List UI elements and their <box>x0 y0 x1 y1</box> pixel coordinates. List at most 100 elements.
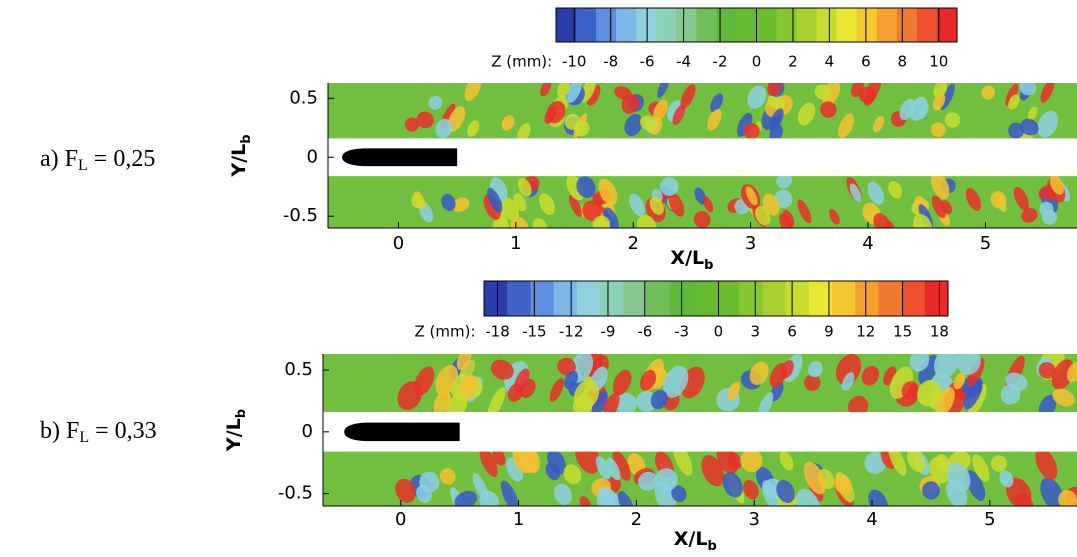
field-blob <box>672 104 686 125</box>
colorbar-tick-label: 8 <box>898 53 908 71</box>
field-blob <box>639 115 658 131</box>
x-tick-label: 2 <box>631 509 642 530</box>
field-blob <box>416 484 432 503</box>
colorbar-band <box>876 8 898 42</box>
colorbar-band <box>576 281 601 316</box>
field-blob <box>933 83 948 98</box>
field-blob <box>909 96 928 121</box>
panel-label: b) FL = 0,33 <box>40 418 157 446</box>
field-blob <box>507 383 524 403</box>
colorbar-tick-label: -10 <box>562 53 587 71</box>
field-blob <box>598 178 618 206</box>
field-blob <box>596 487 623 506</box>
colorbar-tick-label: -6 <box>640 53 655 71</box>
field-blob <box>745 186 758 206</box>
field-blob <box>909 354 930 372</box>
field-blob <box>1052 388 1075 407</box>
field-blob <box>727 381 741 401</box>
field-blob <box>907 448 926 473</box>
field-blob <box>454 490 478 506</box>
field-blob <box>680 84 696 109</box>
colorbar-band <box>716 8 737 42</box>
field-blob <box>638 471 658 491</box>
y-axis-label: Y/Lb <box>223 409 249 452</box>
colorbar-tick-label: 6 <box>787 323 797 341</box>
field-blob <box>640 369 657 391</box>
colorbar-band <box>676 8 697 42</box>
field-blob <box>614 86 633 101</box>
field-blob <box>999 470 1014 488</box>
y-axis-label-main: Y/L <box>228 144 250 178</box>
colorbar-tick-label: -9 <box>600 323 615 341</box>
colorbar-tick-label: 12 <box>856 323 875 341</box>
field-blob <box>579 496 592 506</box>
field-blob <box>564 113 581 130</box>
x-axis-label-sub: b <box>707 539 716 554</box>
y-axis-label-sub: b <box>234 409 249 418</box>
field-blob <box>693 210 711 228</box>
field-blob <box>1040 83 1055 103</box>
field-blob <box>1005 372 1028 391</box>
colorbar-tick-label: -15 <box>522 323 547 341</box>
field-blob <box>972 454 990 482</box>
field-blob <box>934 354 960 379</box>
x-tick-label: 1 <box>510 233 521 254</box>
field-blob <box>452 197 470 212</box>
field-blob <box>736 112 753 137</box>
colorbar-band <box>832 281 856 316</box>
colorbar-tick-label: -4 <box>676 53 691 71</box>
field-blob <box>701 455 725 487</box>
field-blob <box>433 391 452 415</box>
field-blob <box>1027 106 1038 120</box>
field-blob <box>595 456 611 480</box>
field-blob <box>655 468 678 492</box>
x-axis-label-sub: b <box>704 258 713 273</box>
colorbar-band <box>936 8 958 42</box>
colorbar-label: Z (mm): <box>414 323 475 341</box>
field-blob <box>953 372 966 390</box>
field-blob <box>490 359 514 380</box>
field-blob <box>513 193 527 212</box>
field-blob <box>1066 361 1077 383</box>
field-blob <box>557 83 570 98</box>
colorbar-band <box>696 8 717 42</box>
x-tick-label: 5 <box>984 509 995 530</box>
field-blob <box>747 85 767 109</box>
field-blob <box>557 357 576 376</box>
label-subscript: L <box>78 157 88 174</box>
field-blob <box>1040 477 1064 506</box>
field-blob <box>1020 118 1039 136</box>
colorbar-band <box>636 8 657 42</box>
field-blob <box>776 480 795 503</box>
field-blob <box>563 464 582 485</box>
colorbar-band <box>901 281 926 316</box>
field-blob <box>803 461 826 495</box>
field-blob <box>492 448 506 466</box>
y-axis-label-main: Y/L <box>223 418 245 452</box>
colorbar-tick-label: 4 <box>825 53 835 71</box>
field-blob <box>873 213 891 228</box>
field-blob <box>624 113 643 137</box>
panel-label: a) FL = 0,25 <box>40 146 155 174</box>
field-blob <box>864 452 887 474</box>
field-blob <box>568 194 582 217</box>
colorbar-band <box>576 8 597 42</box>
colorbar-band <box>716 281 740 316</box>
field-blob <box>848 395 869 418</box>
colorbar-tick-label: 15 <box>893 323 912 341</box>
field-blob <box>612 450 631 481</box>
field-blob <box>629 193 645 217</box>
field-blob <box>929 456 951 483</box>
field-blob <box>517 177 532 197</box>
field-blob <box>796 488 821 506</box>
field-blob <box>553 483 573 506</box>
x-axis-label-main: X/L <box>674 528 708 550</box>
field-blob <box>743 122 760 140</box>
field-blob <box>540 83 551 97</box>
x-axis-label-main: X/L <box>670 247 704 269</box>
field-blob <box>404 117 420 132</box>
colorbar-band <box>776 8 798 42</box>
field-blob <box>659 177 679 196</box>
colorbar-band <box>785 281 810 316</box>
x-axis-label: X/Lb <box>670 247 713 273</box>
